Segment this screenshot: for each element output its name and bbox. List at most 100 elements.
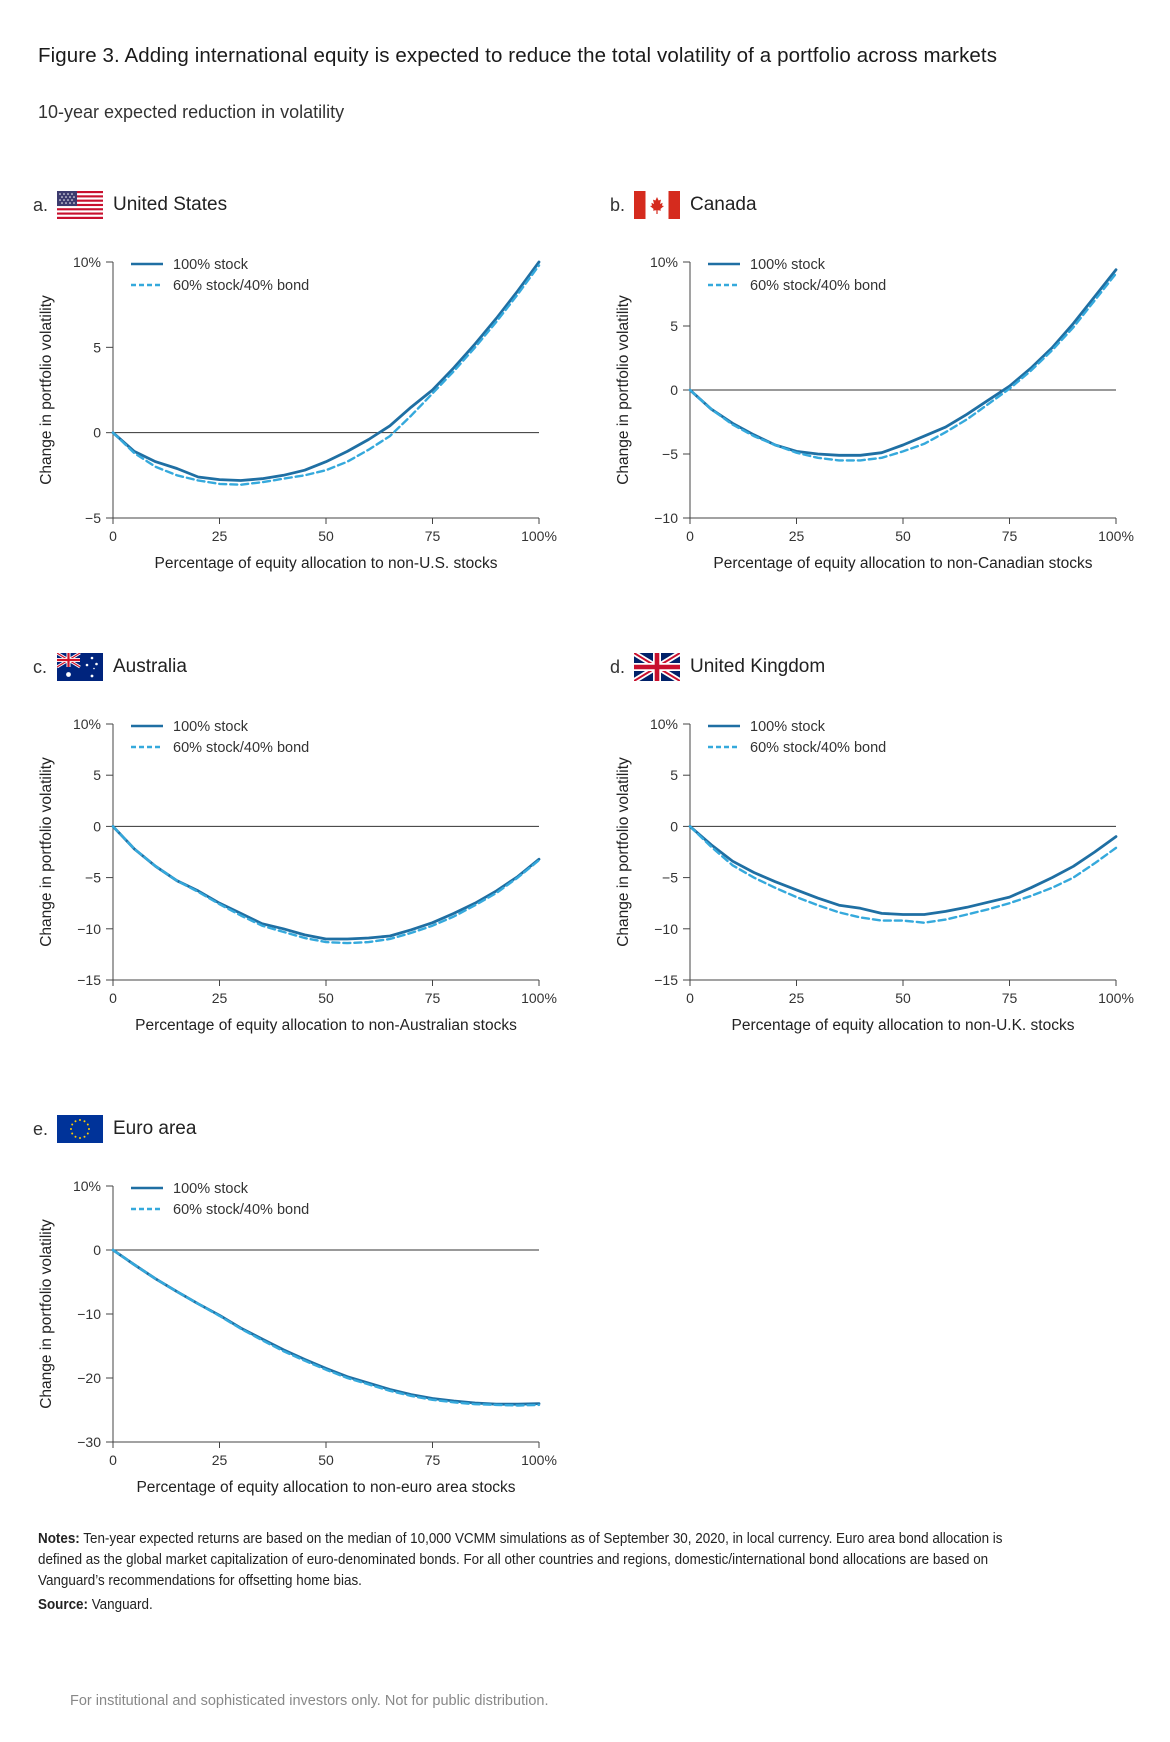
legend-label: 100% stock (173, 719, 249, 735)
x-axis-label: Percentage of equity allocation to non-C… (713, 555, 1092, 572)
us-flag-icon (57, 191, 103, 219)
panel-name: Euro area (113, 1118, 197, 1139)
y-tick-label: −10 (77, 921, 101, 937)
y-tick-label: −5 (662, 446, 678, 462)
panel-united-kingdom: d. United Kingdom 10% 5 0 −5 −10 −15 0 25 50 75 10… (610, 652, 1170, 1092)
y-tick-label: 5 (93, 339, 101, 355)
x-tick-label: 50 (895, 990, 911, 1006)
australia-flag-icon (57, 653, 103, 681)
notes-text: Ten-year expected returns are based on t… (38, 1531, 1003, 1589)
x-tick-label: 75 (425, 1452, 441, 1468)
y-tick-label: −5 (85, 510, 101, 526)
legend-label: 60% stock/40% bond (750, 740, 886, 756)
y-axis-label: Change in portfolio volatility (38, 757, 55, 947)
source: Source: Vanguard. (38, 1597, 153, 1613)
x-tick-label: 0 (109, 990, 117, 1006)
x-axis-label: Percentage of equity allocation to non-U… (155, 555, 498, 572)
figure-title: Figure 3. Adding international equity is… (38, 44, 998, 67)
y-tick-label: 10% (73, 1178, 101, 1194)
x-tick-label: 75 (1002, 528, 1018, 544)
y-tick-label: 10% (73, 254, 101, 270)
x-tick-label: 0 (686, 528, 694, 544)
x-axis-label: Percentage of equity allocation to non-A… (135, 1017, 517, 1034)
panel-header: c. Australia (33, 652, 187, 682)
y-axis-label: Change in portfolio volatility (615, 295, 632, 485)
x-tick-label: 0 (686, 990, 694, 1006)
panel-header: b. Canada (610, 190, 757, 220)
series-line-100-stock (111, 1248, 541, 1406)
chart-united-states: 10%50−50 25 50 75 100%Percentage of equity a… (38, 254, 557, 572)
y-tick-label: 0 (670, 818, 678, 834)
panel-united-states: a. United States 10% 5 0 −5 0 25 50 75 100% Perce… (33, 190, 593, 630)
y-tick-label: 0 (670, 382, 678, 398)
panel-header: a. United States (33, 190, 227, 220)
x-tick-label: 75 (1002, 990, 1018, 1006)
y-tick-label: −10 (654, 921, 678, 937)
series-line-60-40 (688, 272, 1118, 462)
y-tick-label: 0 (93, 818, 101, 834)
legend-label: 100% stock (750, 257, 826, 273)
panel-australia: c. Australia 10% 5 0 −5 −10 −15 0 25 50 75 100% Per… (33, 652, 593, 1092)
legend-label: 100% stock (173, 1181, 249, 1197)
y-axis-label: Change in portfolio volatility (615, 757, 632, 947)
x-tick-label: 25 (789, 528, 805, 544)
y-tick-label: −15 (77, 972, 101, 988)
panel-name: United Kingdom (690, 656, 826, 677)
footer-disclaimer: For institutional and sophisticated inve… (70, 1693, 549, 1709)
series-line-100-stock (111, 260, 541, 482)
x-tick-label: 75 (425, 528, 441, 544)
y-tick-label: −15 (654, 972, 678, 988)
y-tick-label: 5 (670, 767, 678, 783)
y-tick-label: −30 (77, 1434, 101, 1450)
figure-subtitle: 10-year expected reduction in volatility (38, 102, 345, 122)
x-tick-label: 25 (212, 528, 228, 544)
x-tick-label: 50 (895, 528, 911, 544)
panel-name: Canada (690, 194, 757, 215)
y-tick-label: −5 (85, 870, 101, 886)
x-tick-label: 0 (109, 1452, 117, 1468)
x-tick-label: 100% (521, 990, 557, 1006)
y-tick-label: −10 (77, 1306, 101, 1322)
canada-flag-icon (634, 191, 680, 219)
panel-canada: b. Canada 10% 5 0 −5 −10 0 25 50 75 100% Percentag… (610, 190, 1170, 630)
chart-united-kingdom: 10%50−5−10−150 25 50 75 100%Percentage of eq… (615, 716, 1134, 1034)
y-tick-label: −10 (654, 510, 678, 526)
panel-letter: b. (610, 194, 626, 215)
eu-flag-icon (57, 1115, 103, 1143)
x-tick-label: 25 (789, 990, 805, 1006)
panel-name: United States (113, 194, 228, 215)
x-axis-label: Percentage of equity allocation to non-e… (136, 1479, 515, 1496)
panel-letter: e. (33, 1118, 49, 1139)
y-tick-label: 10% (650, 716, 678, 732)
y-tick-label: 10% (650, 254, 678, 270)
y-axis-label: Change in portfolio volatility (38, 1219, 55, 1409)
x-tick-label: 0 (109, 528, 117, 544)
series-line-100-stock (688, 824, 1118, 916)
legend-label: 60% stock/40% bond (750, 278, 886, 294)
x-tick-label: 50 (318, 1452, 334, 1468)
panel-header: e. Euro area (33, 1114, 196, 1144)
x-tick-label: 100% (521, 1452, 557, 1468)
x-tick-label: 25 (212, 1452, 228, 1468)
x-tick-label: 75 (425, 990, 441, 1006)
x-axis-label: Percentage of equity allocation to non-U… (732, 1017, 1075, 1034)
source-text: Vanguard. (87, 1597, 153, 1613)
y-tick-label: −20 (77, 1370, 101, 1386)
x-tick-label: 50 (318, 528, 334, 544)
legend-label: 60% stock/40% bond (173, 1202, 309, 1218)
notes-label: Notes: (38, 1531, 80, 1547)
chart-australia: 10%50−5−10−150 25 50 75 100%Percentage of eq… (38, 716, 557, 1034)
legend-label: 100% stock (173, 257, 249, 273)
x-tick-label: 100% (1098, 528, 1134, 544)
panel-name: Australia (113, 656, 187, 677)
y-axis-label: Change in portfolio volatility (38, 295, 55, 485)
series-line-100-stock (111, 824, 541, 941)
x-tick-label: 100% (521, 528, 557, 544)
y-tick-label: 5 (670, 318, 678, 334)
y-tick-label: 10% (73, 716, 101, 732)
y-tick-label: 0 (93, 425, 101, 441)
series-line-60-40 (111, 1248, 541, 1407)
y-tick-label: 5 (93, 767, 101, 783)
y-tick-label: −5 (662, 870, 678, 886)
legend-label: 60% stock/40% bond (173, 278, 309, 294)
